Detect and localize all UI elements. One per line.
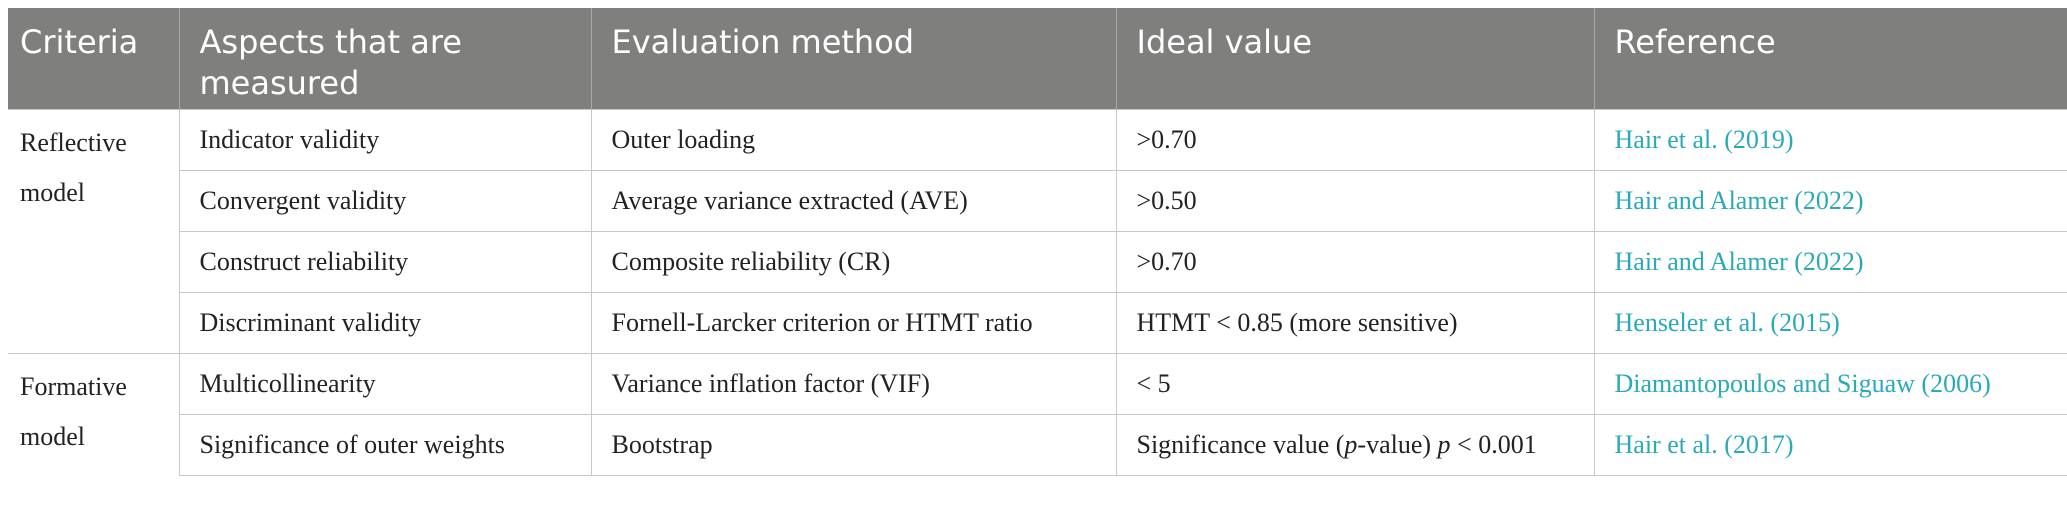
aspect-cell: Multicollinearity — [178, 352, 591, 414]
ideal-text-part: -value) — [1357, 429, 1438, 459]
aspect-cell: Construct reliability — [178, 230, 591, 292]
table-header: Criteria Aspects that are measured Evalu… — [8, 8, 2067, 109]
aspect-cell: Significance of outer weights — [178, 413, 591, 476]
method-cell: Variance inflation factor (VIF) — [590, 352, 1116, 414]
table-row: Convergent validity Average variance ext… — [8, 169, 2067, 231]
ideal-value-cell: >0.70 — [1115, 108, 1594, 170]
criteria-cell-reflective: Reflective model — [8, 108, 179, 353]
ideal-italic-p: p — [1344, 429, 1358, 459]
criteria-table: Criteria Aspects that are measured Evalu… — [8, 8, 2067, 476]
table-row: Construct reliability Composite reliabil… — [8, 230, 2067, 292]
aspect-cell: Convergent validity — [178, 169, 591, 231]
ideal-text-part: < 0.001 — [1450, 429, 1537, 459]
header-aspects: Aspects that are measured — [178, 8, 591, 109]
ideal-value-cell: HTMT < 0.85 (more sensitive) — [1115, 291, 1594, 353]
method-cell: Bootstrap — [590, 413, 1116, 476]
criteria-cell-formative: Formative model — [8, 352, 179, 475]
header-reference: Reference — [1593, 8, 2067, 109]
ideal-value-cell: Significance value (p-value) p < 0.001 — [1115, 413, 1594, 476]
method-cell: Composite reliability (CR) — [590, 230, 1116, 292]
header-ideal-value: Ideal value — [1115, 8, 1594, 109]
header-evaluation-method: Evaluation method — [590, 8, 1116, 109]
header-criteria: Criteria — [8, 8, 179, 109]
table-row: Formative model Multicollinearity Varian… — [8, 352, 2067, 475]
method-cell: Outer loading — [590, 108, 1116, 170]
ideal-value-cell: >0.70 — [1115, 230, 1594, 292]
reference-link[interactable]: Henseler et al. (2015) — [1593, 291, 2067, 353]
reference-link[interactable]: Hair et al. (2019) — [1593, 108, 2067, 170]
reference-link[interactable]: Hair and Alamer (2022) — [1593, 230, 2067, 292]
ideal-text-part: Significance value ( — [1136, 429, 1345, 459]
reference-link[interactable]: Diamantopoulos and Siguaw (2006) — [1593, 352, 2067, 414]
method-cell: Average variance extracted (AVE) — [590, 169, 1116, 231]
aspect-cell: Indicator validity — [178, 108, 591, 170]
ideal-value-cell: < 5 — [1115, 352, 1594, 414]
header-row: Criteria Aspects that are measured Evalu… — [8, 8, 2067, 109]
table-row: Discriminant validity Fornell-Larcker cr… — [8, 291, 2067, 353]
method-cell: Fornell-Larcker criterion or HTMT ratio — [590, 291, 1116, 353]
reference-link[interactable]: Hair and Alamer (2022) — [1593, 169, 2067, 231]
table-row: Significance of outer weights Bootstrap … — [8, 413, 2067, 476]
table-body: Reflective model Indicator validity Oute… — [8, 108, 2067, 476]
ideal-value-cell: >0.50 — [1115, 169, 1594, 231]
ideal-italic-p: p — [1437, 429, 1451, 459]
aspect-cell: Discriminant validity — [178, 291, 591, 353]
table-row: Reflective model Indicator validity Oute… — [8, 108, 2067, 353]
reference-link[interactable]: Hair et al. (2017) — [1593, 413, 2067, 476]
